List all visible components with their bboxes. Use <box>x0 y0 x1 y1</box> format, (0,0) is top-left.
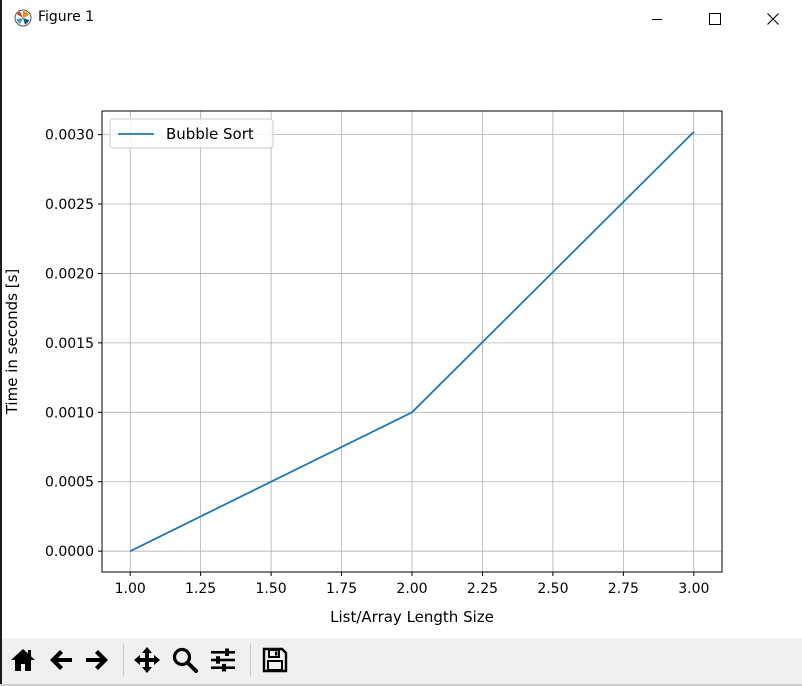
x-tick-label: 1.50 <box>256 581 287 597</box>
minimize-icon <box>652 19 662 20</box>
save-icon <box>262 647 288 673</box>
configure-subplots-button[interactable] <box>206 642 240 678</box>
forward-arrow-icon <box>86 650 108 670</box>
pan-icon <box>134 647 160 673</box>
x-tick-label: 1.25 <box>185 581 216 597</box>
y-tick-label: 0.0025 <box>45 197 94 213</box>
y-tick-label: 0.0005 <box>45 475 94 491</box>
zoom-icon <box>172 647 198 673</box>
legend-box <box>109 118 274 149</box>
x-tick-label: 3.00 <box>678 581 709 597</box>
maximize-button[interactable] <box>686 0 744 38</box>
toolbar-separator <box>123 644 124 676</box>
matplotlib-logo-icon <box>14 9 32 27</box>
x-tick-label: 2.75 <box>608 581 639 597</box>
pan-button[interactable] <box>130 642 164 678</box>
x-tick-label: 2.00 <box>396 581 427 597</box>
back-button[interactable] <box>44 642 78 678</box>
window-bottom-border <box>0 684 802 686</box>
x-axis-label: List/Array Length Size <box>330 608 494 626</box>
close-icon <box>767 13 779 25</box>
home-button[interactable] <box>6 642 40 678</box>
y-tick-label: 0.0015 <box>45 336 94 352</box>
window-title: Figure 1 <box>38 9 95 25</box>
navigation-toolbar <box>2 638 802 684</box>
y-tick-label: 0.0020 <box>45 266 94 282</box>
figure-canvas[interactable]: 1.00 1.25 1.50 1.75 2.00 2.25 2.50 2.75 3.00 0.00… <box>2 38 802 638</box>
window-left-border <box>0 0 2 686</box>
legend-label: Bubble Sort <box>166 125 254 143</box>
save-button[interactable] <box>258 642 292 678</box>
configure-subplots-icon <box>211 648 235 672</box>
maximize-icon <box>709 13 721 25</box>
home-icon <box>11 649 35 671</box>
x-tick-label: 2.50 <box>537 581 568 597</box>
toolbar-separator <box>250 644 251 676</box>
minimize-button[interactable] <box>628 0 686 38</box>
zoom-button[interactable] <box>168 642 202 678</box>
y-tick-label: 0.0000 <box>45 544 94 560</box>
x-tick-label: 1.00 <box>115 581 146 597</box>
line-chart[interactable]: 1.00 1.25 1.50 1.75 2.00 2.25 2.50 2.75 3.00 0.00… <box>2 38 802 638</box>
y-axis-label: Time in seconds [s] <box>3 269 21 416</box>
y-tick-label: 0.0010 <box>45 405 94 421</box>
back-arrow-icon <box>50 650 72 670</box>
series-line-bubble-sort <box>129 131 695 552</box>
y-tick-label: 0.0030 <box>45 128 94 144</box>
x-tick-label: 2.25 <box>467 581 498 597</box>
forward-button[interactable] <box>80 642 114 678</box>
title-bar: Figure 1 <box>2 0 802 38</box>
close-button[interactable] <box>744 0 802 38</box>
x-tick-label: 1.75 <box>326 581 357 597</box>
